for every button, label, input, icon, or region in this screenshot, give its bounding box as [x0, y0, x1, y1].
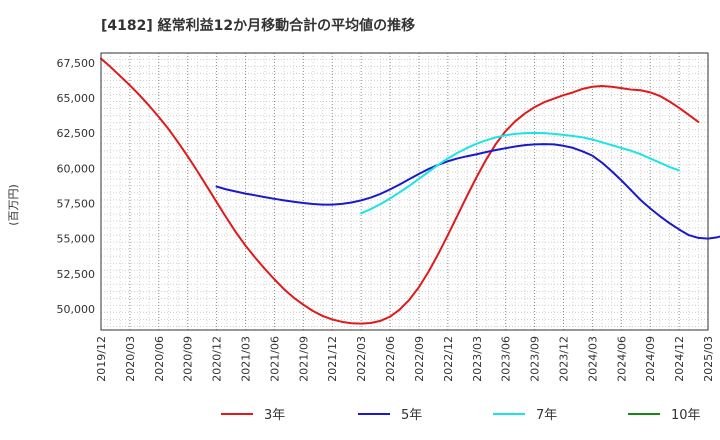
series-line-7年: [360, 131, 681, 215]
x-tick-label: 2020/09: [182, 336, 195, 382]
plot-frame: [100, 52, 709, 331]
x-tick-labels: 2019/12 2020/03 2020/06 2020/09 2020/12 2021/…: [95, 336, 715, 382]
y-axis-label: (百万円): [7, 184, 20, 226]
x-tick-label: 2022/12: [442, 336, 455, 382]
x-tick-label: 2019/12: [95, 336, 108, 382]
y-tick-label: 67,500: [57, 57, 96, 70]
series-line-5年: [215, 143, 720, 240]
grid-layer: [101, 53, 708, 330]
y-tick-label: 50,000: [57, 303, 96, 316]
x-tick-label: 2024/06: [615, 336, 628, 382]
x-tick-label: 2020/03: [124, 336, 137, 382]
chart-title: [4182] 経常利益12か月移動合計の平均値の推移: [101, 17, 415, 34]
x-tick-label: 2024/12: [673, 336, 686, 382]
y-tick-label: 55,000: [57, 233, 96, 246]
series-layer: [100, 57, 720, 325]
legend-label-3年: 3年: [264, 408, 285, 423]
legend-label-5年: 5年: [401, 408, 422, 423]
x-tick-label: 2022/06: [384, 336, 397, 382]
legend: 3年 5年 7年 10年: [221, 408, 701, 423]
series-line-3年: [100, 57, 700, 325]
y-tick-labels: 50,000 52,500 55,000 57,500 60,000 62,500 65,0…: [57, 57, 96, 316]
x-tick-label: 2023/03: [471, 336, 484, 382]
x-tick-label: 2020/12: [211, 336, 224, 382]
x-tick-label: 2023/09: [529, 336, 542, 382]
y-tick-label: 57,500: [57, 197, 96, 210]
x-tick-label: 2023/06: [500, 336, 513, 382]
x-tick-label: 2024/03: [586, 336, 599, 382]
y-tick-label: 60,000: [57, 162, 96, 175]
x-tick-label: 2022/03: [355, 336, 368, 382]
x-tick-label: 2021/06: [268, 336, 281, 382]
x-tick-label: 2025/03: [702, 336, 715, 382]
x-tick-label: 2021/09: [297, 336, 310, 382]
x-tick-label: 2021/12: [326, 336, 339, 382]
y-tick-label: 65,000: [57, 92, 96, 105]
legend-label-7年: 7年: [536, 408, 557, 423]
x-tick-label: 2024/09: [644, 336, 657, 382]
legend-label-10年: 10年: [671, 408, 701, 423]
x-tick-label: 2020/06: [153, 336, 166, 382]
y-tick-label: 52,500: [57, 268, 96, 281]
x-tick-label: 2021/03: [240, 336, 253, 382]
x-tick-label: 2022/09: [413, 336, 426, 382]
x-tick-label: 2023/12: [557, 336, 570, 382]
y-tick-label: 62,500: [57, 127, 96, 140]
